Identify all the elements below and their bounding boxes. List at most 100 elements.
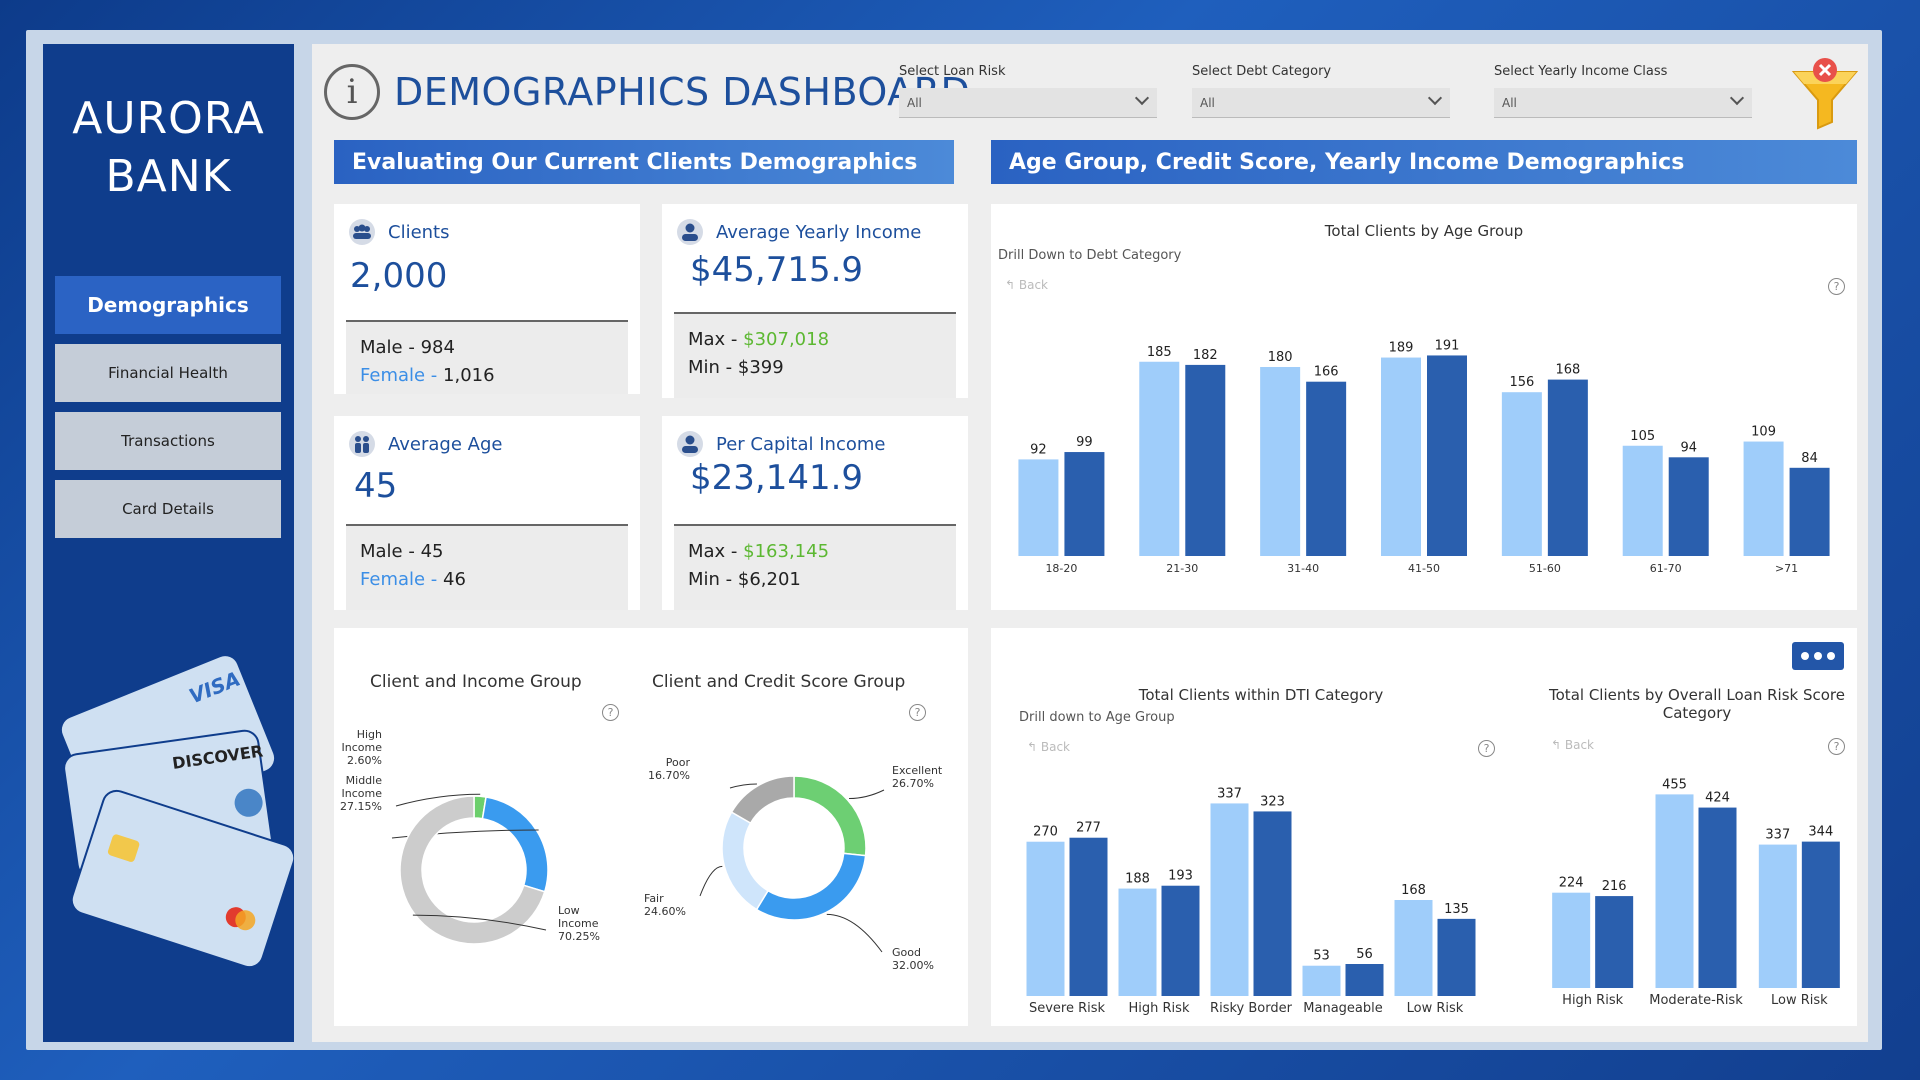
help-icon[interactable]: ? [602, 704, 619, 721]
kpi-title: Per Capital Income [716, 433, 886, 455]
bar-51-60-s1[interactable] [1547, 379, 1588, 556]
category-tick-label: Severe Risk [1029, 1001, 1106, 1016]
data-label: 56 [1356, 947, 1373, 962]
leader-line [849, 789, 885, 800]
nav-item-financial-health[interactable]: Financial Health [55, 344, 281, 402]
funnel-clear-icon[interactable] [1790, 56, 1860, 130]
slice-low-income[interactable] [399, 795, 546, 945]
kpi-detail-box: Male - 45 Female - 46 [346, 524, 628, 610]
data-label: 180 [1268, 350, 1293, 365]
help-icon[interactable]: ? [1828, 278, 1845, 295]
slice-label: 24.60% [644, 905, 686, 918]
back-label: Back [1018, 278, 1049, 292]
slice-label: Fair [644, 892, 664, 905]
bar-moderate-risk-s1[interactable] [1698, 807, 1737, 988]
nav-item-transactions[interactable]: Transactions [55, 412, 281, 470]
bar-risky-border-s1[interactable] [1253, 811, 1292, 996]
max-value: $307,018 [743, 329, 830, 350]
kpi-detail-box: Max - $163,145 Min - $6,201 [674, 524, 956, 610]
slice-poor[interactable] [730, 775, 795, 825]
bar-31-40-s1[interactable] [1306, 381, 1347, 556]
bar-18-20-s1[interactable] [1064, 452, 1105, 556]
data-label: 168 [1401, 883, 1426, 898]
bar-high-risk-s0[interactable] [1118, 888, 1157, 996]
slice-label: Poor [666, 756, 691, 769]
bar-high-risk-s1[interactable] [1595, 896, 1634, 988]
bar-41-50-s1[interactable] [1427, 355, 1467, 556]
bar-21-30-s1[interactable] [1185, 364, 1226, 556]
data-label: 156 [1509, 375, 1534, 390]
back-button[interactable]: ↰ Back [1005, 278, 1048, 292]
back-button[interactable]: ↰ Back [1027, 740, 1070, 754]
more-options-icon[interactable] [1792, 642, 1844, 670]
bar-high-risk-s0[interactable] [1552, 892, 1591, 988]
drill-down-hint: Drill down to Age Group [1019, 710, 1175, 725]
bar-manageable-s1[interactable] [1345, 964, 1384, 996]
nav-item-card-details[interactable]: Card Details [55, 480, 281, 538]
bar-manageable-s0[interactable] [1302, 965, 1341, 996]
kpi-value: 2,000 [350, 256, 448, 296]
data-label: 188 [1125, 872, 1150, 887]
kpi-card-clients: Clients 2,000 Male - 984 Female - 1,016 [334, 204, 640, 394]
dti-risk-charts-card: Total Clients within DTI Category Drill … [991, 628, 1857, 1026]
female-label: Female - [360, 365, 444, 386]
sidebar: AURORA BANK Demographics Financial Healt… [43, 44, 294, 1042]
slice-excellent[interactable] [793, 775, 867, 857]
bar-low-risk-s0[interactable] [1758, 844, 1797, 988]
data-label: 53 [1313, 949, 1330, 964]
category-tick-label: 18-20 [1045, 562, 1077, 575]
bar-21-30-s0[interactable] [1139, 361, 1180, 556]
male-label: Male - [360, 541, 421, 562]
bar-18-20-s0[interactable] [1018, 459, 1059, 556]
kpi-card-average-yearly-income: Average Yearly Income $45,715.9 Max - $3… [662, 204, 968, 398]
kpi-value: $23,141.9 [690, 458, 864, 498]
bar-low-risk-s1[interactable] [1801, 841, 1840, 988]
slice-good[interactable] [755, 852, 867, 921]
bar-31-40-s0[interactable] [1260, 367, 1301, 556]
data-label: 337 [1765, 828, 1790, 843]
help-icon[interactable]: ? [1828, 738, 1845, 755]
leader-line [395, 793, 481, 807]
income-person-icon [677, 219, 703, 245]
slice-middle-income[interactable] [481, 796, 549, 893]
back-arrow-icon: ↰ [1551, 738, 1565, 752]
filter-loan-risk: Select Loan Risk All [899, 64, 1157, 118]
female-value: 1,016 [443, 365, 495, 386]
slice-fair[interactable] [721, 811, 770, 911]
category-tick-label: 31-40 [1287, 562, 1319, 575]
loan-risk-select[interactable]: All [899, 88, 1157, 118]
bar-severe-risk-s0[interactable] [1026, 841, 1065, 996]
bar-moderate-risk-s0[interactable] [1655, 794, 1694, 988]
bar--71-s0[interactable] [1743, 441, 1784, 556]
help-icon[interactable]: ? [909, 704, 926, 721]
filter-debt-category: Select Debt Category All [1192, 64, 1450, 118]
bar-high-risk-s1[interactable] [1161, 885, 1200, 996]
bar--71-s1[interactable] [1789, 467, 1830, 556]
data-label: 94 [1680, 440, 1697, 455]
data-label: 189 [1389, 341, 1414, 356]
bar-61-70-s1[interactable] [1668, 457, 1709, 556]
category-tick-label: High Risk [1129, 1001, 1190, 1016]
bar-risky-border-s0[interactable] [1210, 803, 1249, 996]
filter-label: Select Yearly Income Class [1494, 64, 1668, 79]
bar-low-risk-s1[interactable] [1437, 918, 1476, 996]
data-label: 277 [1076, 821, 1101, 836]
debt-category-select[interactable]: All [1192, 88, 1450, 118]
bar-51-60-s0[interactable] [1501, 392, 1542, 556]
yearly-income-select[interactable]: All [1494, 88, 1752, 118]
back-label: Back [1040, 740, 1071, 754]
female-value: 46 [443, 569, 466, 590]
back-button[interactable]: ↰ Back [1551, 738, 1594, 752]
bar-61-70-s0[interactable] [1622, 445, 1663, 556]
chart-title: Total Clients by Age Group [1324, 222, 1524, 240]
age-group-icon [349, 431, 375, 457]
bar-41-50-s0[interactable] [1381, 357, 1421, 556]
min-value: $6,201 [737, 569, 801, 590]
kpi-detail-box: Max - $307,018 Min - $399 [674, 312, 956, 398]
help-icon[interactable]: ? [1478, 740, 1495, 757]
nav-item-demographics[interactable]: Demographics [55, 276, 281, 334]
info-icon[interactable]: i [324, 64, 380, 120]
bar-severe-risk-s1[interactable] [1069, 837, 1108, 996]
bar-low-risk-s0[interactable] [1394, 900, 1433, 996]
data-label: 185 [1147, 345, 1172, 360]
